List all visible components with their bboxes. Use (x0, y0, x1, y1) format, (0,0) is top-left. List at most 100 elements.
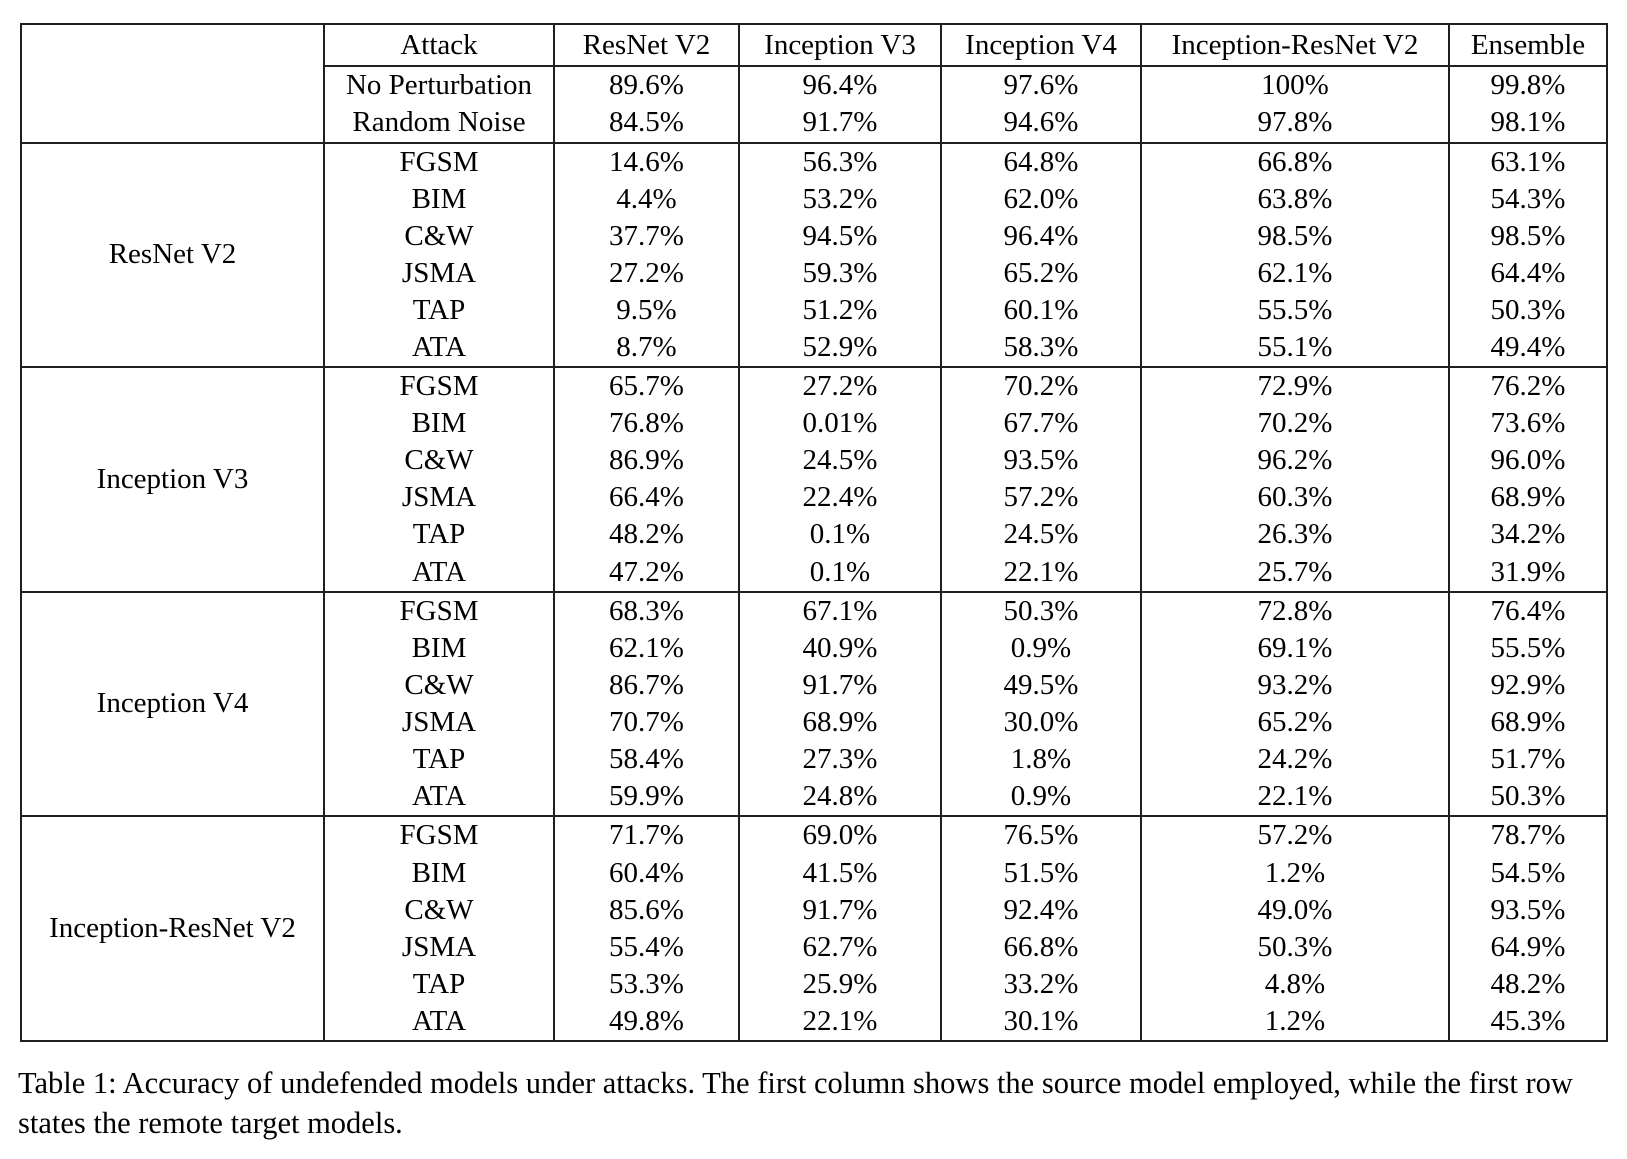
value-cell: 93.5% (1448, 891, 1607, 929)
attack-cell: ATA (323, 777, 554, 818)
attack-row: BIM 4.4% 53.2% 62.0% 63.8% 54.3% (21, 180, 1607, 218)
value-cell: 76.5% (940, 816, 1141, 855)
target-model-header: Inception-ResNet V2 (1140, 24, 1449, 67)
value-cell: 0.9% (940, 777, 1141, 818)
value-cell: 9.5% (553, 291, 739, 329)
value-cell: 60.3% (1140, 479, 1449, 517)
value-cell: 25.7% (1140, 553, 1449, 593)
value-cell: 26.3% (1140, 516, 1449, 554)
attack-row: JSMA 70.7% 68.9% 30.0% 65.2% 68.9% (21, 703, 1607, 741)
value-cell: 67.1% (738, 591, 941, 630)
baseline-row: Random Noise 84.5% 91.7% 94.6% 97.8% 98.1% (21, 104, 1607, 144)
value-cell: 66.4% (553, 479, 739, 517)
target-model-header: Ensemble (1448, 24, 1607, 67)
attack-cell: C&W (323, 442, 554, 480)
value-cell: 63.1% (1448, 142, 1607, 181)
value-cell: 70.7% (553, 703, 739, 741)
attack-row: C&W 37.7% 94.5% 96.4% 98.5% 98.5% (21, 217, 1607, 255)
value-cell: 97.8% (1140, 104, 1449, 144)
value-cell: 55.1% (1140, 328, 1449, 369)
value-cell: 65.2% (1140, 703, 1449, 741)
attack-cell: TAP (323, 965, 554, 1003)
attack-cell: BIM (323, 629, 554, 667)
value-cell: 47.2% (553, 553, 739, 593)
attack-cell: FGSM (323, 367, 554, 406)
value-cell: 1.2% (1140, 1002, 1449, 1043)
value-cell: 76.8% (553, 405, 739, 443)
attack-cell: JSMA (323, 254, 554, 292)
corner-cell (21, 24, 324, 144)
value-cell: 65.7% (553, 367, 739, 406)
value-cell: 56.3% (738, 142, 941, 181)
value-cell: 63.8% (1140, 180, 1449, 218)
value-cell: 91.7% (738, 666, 941, 704)
value-cell: 85.6% (553, 891, 739, 929)
source-model-cell: Inception V3 (21, 367, 324, 593)
value-cell: 59.9% (553, 777, 739, 818)
value-cell: 60.4% (553, 854, 739, 892)
value-cell: 67.7% (940, 405, 1141, 443)
attack-row: Inception V4 FGSM 68.3% 67.1% 50.3% 72.8% 76.4… (21, 591, 1607, 818)
attack-cell: BIM (323, 854, 554, 892)
value-cell: 62.0% (940, 180, 1141, 218)
value-cell: 78.7% (1448, 816, 1607, 855)
value-cell: 57.2% (1140, 816, 1449, 855)
attack-row: C&W 85.6% 91.7% 92.4% 49.0% 93.5% (21, 891, 1607, 929)
value-cell: 62.7% (738, 928, 941, 966)
value-cell: 41.5% (738, 854, 941, 892)
value-cell: 84.5% (553, 104, 739, 144)
value-cell: 71.7% (553, 816, 739, 855)
value-cell: 24.5% (940, 516, 1141, 554)
value-cell: 27.3% (738, 740, 941, 778)
value-cell: 65.2% (940, 254, 1141, 292)
attack-cell: FGSM (323, 816, 554, 855)
value-cell: 58.3% (940, 328, 1141, 369)
value-cell: 94.5% (738, 217, 941, 255)
attack-cell: JSMA (323, 703, 554, 741)
value-cell: 50.3% (1448, 777, 1607, 818)
value-cell: 69.1% (1140, 629, 1449, 667)
results-table-body: Attack ResNet V2 Inception V3 Inception V4 I… (21, 24, 1607, 1043)
attack-row: JSMA 55.4% 62.7% 66.8% 50.3% 64.9% (21, 928, 1607, 966)
baseline-label-cell: No Perturbation (323, 66, 554, 105)
value-cell: 51.2% (738, 291, 941, 329)
value-cell: 1.8% (940, 740, 1141, 778)
value-cell: 33.2% (940, 965, 1141, 1003)
attack-row: Inception-ResNet V2 FGSM 71.7% 69.0% 76.5% 57… (21, 816, 1607, 1042)
attack-column-header: Attack (323, 24, 554, 67)
value-cell: 57.2% (940, 479, 1141, 517)
results-table-container: Attack ResNet V2 Inception V3 Inception V4 I… (20, 23, 1608, 1043)
value-cell: 22.4% (738, 479, 941, 517)
attack-cell: C&W (323, 666, 554, 704)
attack-cell: FGSM (323, 591, 554, 630)
value-cell: 50.3% (1448, 291, 1607, 329)
value-cell: 66.8% (1140, 142, 1449, 181)
value-cell: 62.1% (1140, 254, 1449, 292)
value-cell: 64.4% (1448, 254, 1607, 292)
attack-cell: ATA (323, 553, 554, 593)
value-cell: 51.7% (1448, 740, 1607, 778)
attack-cell: FGSM (323, 142, 554, 181)
attack-cell: ATA (323, 328, 554, 369)
attack-row: BIM 60.4% 41.5% 51.5% 1.2% 54.5% (21, 854, 1607, 892)
value-cell: 72.9% (1140, 367, 1449, 406)
value-cell: 64.9% (1448, 928, 1607, 966)
attack-cell: BIM (323, 405, 554, 443)
attack-row: TAP 9.5% 51.2% 60.1% 55.5% 50.3% (21, 291, 1607, 329)
value-cell: 30.0% (940, 703, 1141, 741)
attack-row: C&W 86.9% 24.5% 93.5% 96.2% 96.0% (21, 442, 1607, 480)
table-caption: Table 1: Accuracy of undefended models u… (18, 1066, 1573, 1140)
target-model-header: Inception V3 (738, 24, 941, 67)
target-model-header: ResNet V2 (553, 24, 739, 67)
value-cell: 24.8% (738, 777, 941, 818)
value-cell: 62.1% (553, 629, 739, 667)
value-cell: 22.1% (738, 1002, 941, 1043)
attack-row: BIM 76.8% 0.01% 67.7% 70.2% 73.6% (21, 405, 1607, 443)
value-cell: 89.6% (553, 66, 739, 105)
value-cell: 99.8% (1448, 66, 1607, 105)
attack-row: TAP 58.4% 27.3% 1.8% 24.2% 51.7% (21, 740, 1607, 778)
value-cell: 86.7% (553, 666, 739, 704)
value-cell: 55.4% (553, 928, 739, 966)
value-cell: 98.5% (1140, 217, 1449, 255)
value-cell: 55.5% (1140, 291, 1449, 329)
